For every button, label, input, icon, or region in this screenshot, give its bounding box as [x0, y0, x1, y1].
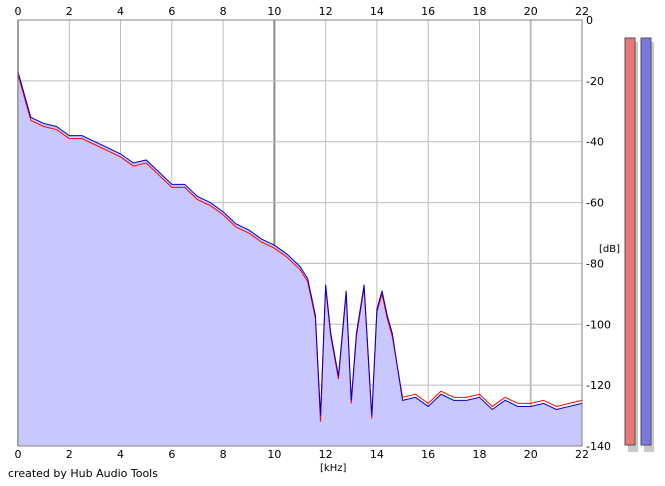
- x-tick-label-bottom: 0: [15, 448, 22, 461]
- x-tick-label-bottom: 8: [220, 448, 227, 461]
- credit-text: created by Hub Audio Tools: [8, 467, 158, 480]
- x-tick-label-top: 10: [267, 5, 281, 18]
- x-tick-label-top: 4: [117, 5, 124, 18]
- series-line-2: [17, 71, 583, 416]
- spectrum-fill-area: [18, 71, 582, 446]
- level-meter-bar: [624, 37, 636, 446]
- y-tick-label: 0: [586, 14, 593, 27]
- y-tick-label: -80: [586, 257, 604, 270]
- y-tick-label: -40: [586, 136, 604, 149]
- x-tick-label-top: 22: [575, 5, 589, 18]
- plot-frame: [17, 19, 583, 447]
- series-lines: [17, 71, 583, 422]
- x-tick-label-top: 20: [524, 5, 538, 18]
- spectrum-fill: [18, 71, 582, 446]
- x-tick-label-bottom: 22: [575, 448, 589, 461]
- x-tick-label-bottom: 12: [319, 448, 333, 461]
- level-meters: [624, 37, 654, 452]
- x-tick-label-bottom: 2: [66, 448, 73, 461]
- x-tick-label-top: 8: [220, 5, 227, 18]
- x-tick-label-bottom: 14: [370, 448, 384, 461]
- x-tick-label-top: 2: [66, 5, 73, 18]
- y-tick-labels: 0 -20 -40 -60 -80 -100 -120 -140: [586, 14, 611, 453]
- x-tick-label-top: 14: [370, 5, 384, 18]
- level-meter-bar: [640, 37, 652, 446]
- x-tick-label-top: 12: [319, 5, 333, 18]
- y-tick-label: -20: [586, 75, 604, 88]
- x-tick-labels-top: 0 2 4 6 8 10 12 14 16 18 20 22: [15, 5, 590, 18]
- x-tick-label-bottom: 20: [524, 448, 538, 461]
- x-tick-label-top: 16: [421, 5, 435, 18]
- x-tick-label-top: 6: [168, 5, 175, 18]
- y-axis-label: [dB]: [599, 244, 620, 255]
- x-tick-label-top: 18: [472, 5, 486, 18]
- x-tick-label-bottom: 6: [168, 448, 175, 461]
- y-tick-label: -140: [586, 440, 611, 453]
- y-tick-label: -120: [586, 379, 611, 392]
- x-tick-label-bottom: 18: [472, 448, 486, 461]
- y-tick-label: -100: [586, 318, 611, 331]
- x-tick-label-bottom: 4: [117, 448, 124, 461]
- x-tick-label-top: 0: [15, 5, 22, 18]
- y-tick-label: -60: [586, 197, 604, 210]
- x-tick-label-bottom: 16: [421, 448, 435, 461]
- x-tick-label-bottom: 10: [267, 448, 281, 461]
- x-tick-labels-bottom: 0 2 4 6 8 10 12 14 16 18 20 22: [15, 448, 590, 461]
- x-axis-label: [kHz]: [320, 463, 346, 474]
